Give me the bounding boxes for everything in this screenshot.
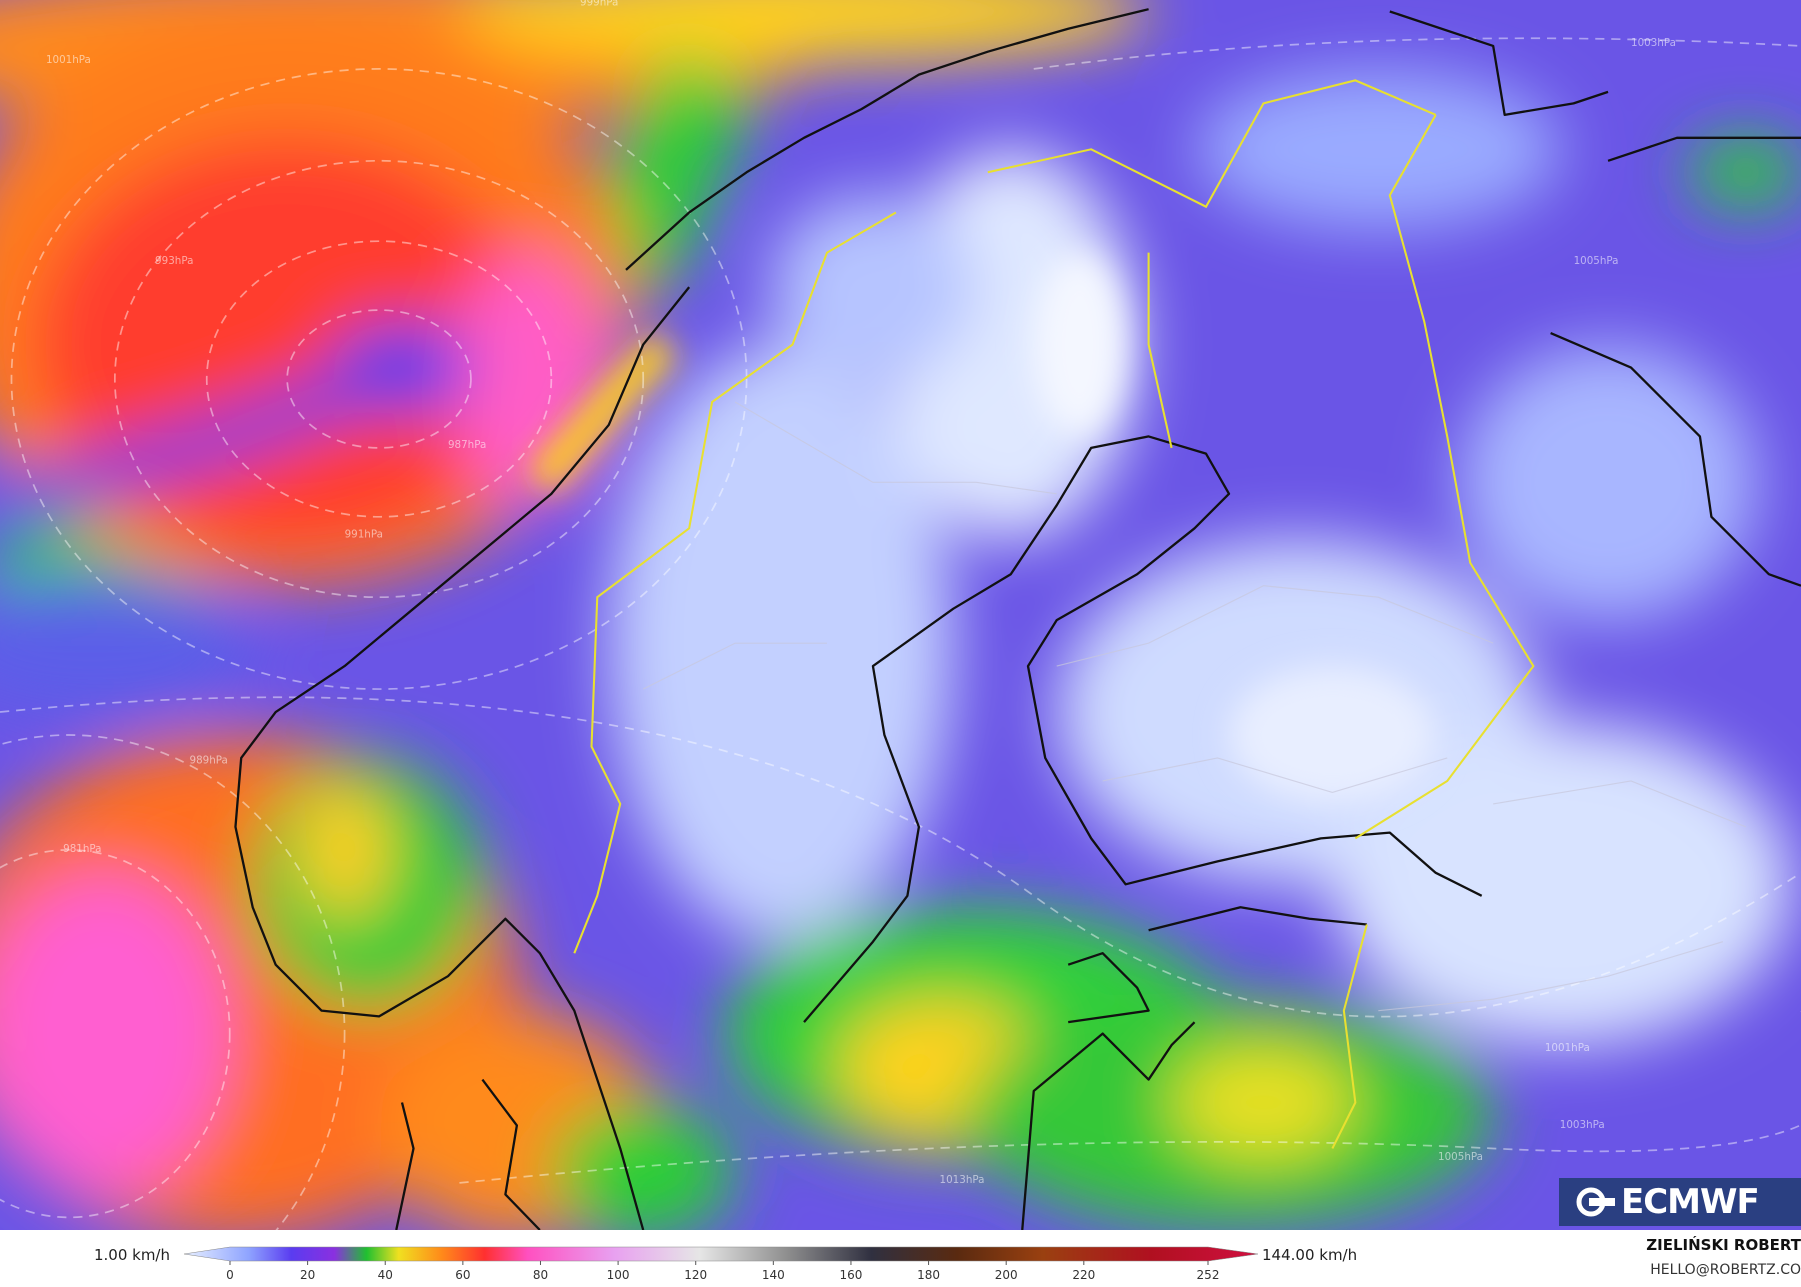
colorbar-tick-label: 120 [684,1268,707,1282]
isobar-label: 1005hPa [1574,255,1619,267]
isobar-label: 987hPa [448,439,486,451]
isobar-label: 1003hPa [1560,1119,1605,1131]
colorbar-tick-label: 20 [300,1268,315,1282]
wind-field [0,0,1801,1230]
logo-icon [1576,1187,1615,1217]
author: ZIELIŃSKI ROBERT [1646,1235,1801,1254]
colorbar-tick-label: 100 [607,1268,630,1282]
isobar-label: 999hPa [580,0,618,9]
contact: HELLO@ROBERTZ.CO [1650,1262,1801,1278]
colorbar-tick-label: 252 [1197,1268,1220,1282]
colorbar: 1.00 km/h 144.00 km/h ZIELIŃSKI ROBERT H… [94,1235,1801,1282]
min-label: 1.00 km/h [94,1246,170,1264]
colorbar-tick-label: 60 [455,1268,470,1282]
isobars [0,37,1801,1230]
wind-detail [526,252,1436,804]
logo-text: ECMWF [1621,1182,1760,1222]
isobar-label: 1013hPa [940,1174,985,1186]
isobar-label: 993hPa [155,255,193,267]
borders [573,79,1535,1149]
isobar-label: 1001hPa [1545,1042,1590,1054]
colorbar-tick-label: 0 [226,1268,234,1282]
regional-borders [642,401,1747,1012]
coastlines [234,8,1801,1230]
colorbar-tick-label: 180 [917,1268,940,1282]
colorbar-tick-label: 80 [533,1268,548,1282]
colorbar-tick-label: 40 [378,1268,393,1282]
colorbar-tick-label: 200 [995,1268,1018,1282]
colorbar-tick-label: 220 [1072,1268,1095,1282]
max-label: 144.00 km/h [1262,1246,1357,1264]
isobar-label: 1005hPa [1438,1151,1483,1163]
isobar-label: 1003hPa [1631,37,1676,49]
isobar-label: 989hPa [190,755,228,767]
colorbar-scale [183,1246,1259,1262]
isobar-labels: 999hPa 1001hPa 993hPa 991hPa 989hPa 987h… [46,0,1676,1186]
colorbar-tick-label: 140 [762,1268,785,1282]
isobar-label: 1001hPa [46,54,91,66]
weather-map: 999hPa 1001hPa 993hPa 991hPa 989hPa 987h… [0,0,1801,1230]
colorbar-tick-label: 160 [839,1268,862,1282]
logo: ECMWF [1559,1178,1801,1226]
isobar-label: 991hPa [345,528,383,540]
isobar-label: 981hPa [63,843,101,855]
